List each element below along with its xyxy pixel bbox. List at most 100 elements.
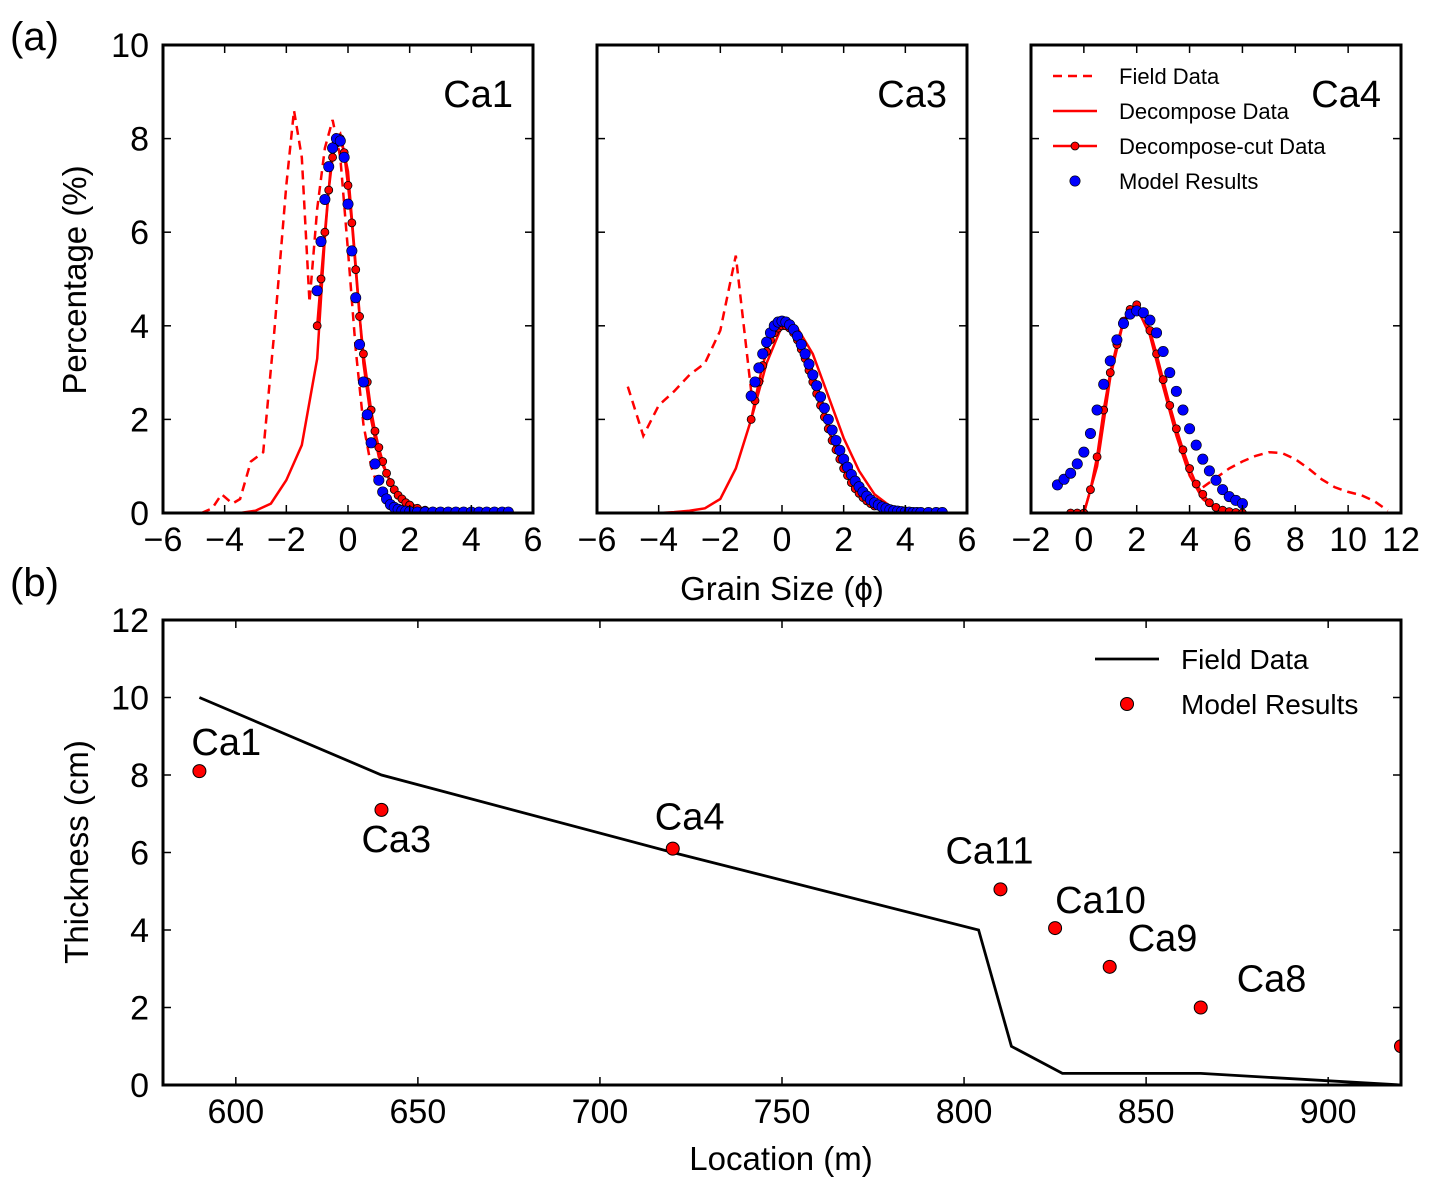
model-results-point [361,409,373,421]
decompose-cut-data-point [1178,445,1188,455]
model-results-point [993,882,1008,897]
decompose-cut-data-point [382,468,391,478]
decompose-cut-data-point [370,426,380,436]
decompose-cut-data-point [1204,498,1214,508]
model-results-point [1157,346,1169,358]
model-results-point [1048,921,1063,936]
legend-label: Field Data [1119,64,1220,89]
decompose-cut-data-point [746,414,756,424]
model-results-point [757,348,769,360]
model-results-point [374,802,389,817]
model-results-point [311,285,323,297]
model-results-point [1193,1000,1208,1015]
y-tick-label: 4 [130,912,149,950]
decompose-cut-data-point [324,185,334,195]
panel-a-tag: (a) [10,15,59,59]
x-tick-label: 0 [1074,521,1093,559]
panel-a2-ca3: −6 −4 −2 0 2 4 6 Ca3 [578,43,976,559]
model-results-point [1210,474,1222,486]
legend-entry-decompose-cut-data: Decompose-cut Data [1053,134,1326,159]
model-results-point [334,135,346,147]
model-results-point [749,376,761,388]
x-tick-label: 12 [1382,521,1420,559]
x-tick-label: 6 [1233,521,1252,559]
legend-marker [1120,697,1134,711]
plot-area [192,696,1401,1085]
x-tick-label: 0 [339,521,358,559]
model-results-point [818,402,830,414]
model-results-point [1190,439,1202,451]
decompose-cut-data-line [315,135,503,513]
decompose-cut-data-point [1171,424,1181,434]
model-results-point [1078,446,1090,458]
decompose-cut-data-point [1092,452,1102,462]
axes-frame [1029,43,1403,515]
plot-area [201,110,514,513]
plot-area [1051,300,1389,513]
legend-label: Field Data [1181,644,1309,675]
decompose-cut-data-point [328,152,337,162]
x-tick-label: −2 [267,521,306,559]
y-tick-label: 6 [130,835,149,873]
model-results-point [346,245,358,257]
model-results-point [811,380,823,392]
model-results-point [1151,327,1163,339]
decompose-cut-data-point [1165,400,1175,410]
site-label-ca11: Ca11 [945,830,1033,872]
x-tick-label: 4 [896,521,915,559]
legend-label: Model Results [1181,689,1358,720]
field-data-line [198,696,1401,1085]
x-tick-label: 10 [1329,521,1367,559]
site-label-ca8: Ca8 [1237,959,1307,1001]
site-label-ca4: Ca4 [655,797,725,839]
model-results-point [1118,317,1130,329]
model-results-point [1184,423,1196,435]
legend-label: Decompose Data [1119,99,1290,124]
model-results-point [192,764,207,779]
model-results-point [1170,385,1182,397]
model-results-point [327,142,339,154]
model-results-point [365,437,377,449]
model-results-point [830,434,842,446]
decompose-cut-data-point [347,218,357,228]
model-results-point [323,161,335,173]
x-tick-label: 750 [754,1093,811,1131]
field-data-line [201,110,411,513]
model-results-point [1203,465,1215,477]
decompose-cut-data-point [312,321,322,331]
x-tick-label: 8 [1286,521,1305,559]
model-results-point [822,413,834,425]
model-results-point [369,458,381,470]
x-tick-label: 4 [1180,521,1199,559]
legend-marker [1070,141,1080,151]
x-tick-label: −6 [578,521,617,559]
model-results-point [1084,427,1096,439]
decompose-cut-data-point [1105,368,1115,378]
model-results-point [826,424,838,436]
y-tick-label: 10 [111,680,149,718]
x-tick-label: −2 [701,521,740,559]
site-label-ca9: Ca9 [1128,918,1198,960]
decompose-cut-data-point [374,443,384,452]
y-tick-label: 8 [130,121,149,159]
x-tick-label: 2 [1127,521,1146,559]
model-results-point [1394,1039,1401,1054]
model-results-point [1091,404,1103,416]
x-tick-label: 2 [834,521,853,559]
model-results-point [803,358,815,370]
decompose-cut-data-point [351,265,361,275]
panel-a-xlabel: Grain Size (ϕ) [680,570,884,607]
model-results-point [338,151,350,163]
decompose-cut-data-point [320,227,330,237]
legend-label: Decompose-cut Data [1119,134,1326,159]
decompose-cut-data-point [1158,375,1168,385]
y-tick-label: 4 [130,308,149,346]
decompose-cut-data-point [1086,485,1095,495]
model-results-point [319,193,331,205]
x-tick-label: 600 [207,1093,264,1131]
panel-a1-ca1: −6 −4 −2 0 2 4 6 0 2 4 6 8 10 Ca1 [111,27,542,559]
decompose-cut-data-point [385,478,395,487]
plot-area [626,255,948,513]
panel-b-tag: (b) [10,561,59,605]
